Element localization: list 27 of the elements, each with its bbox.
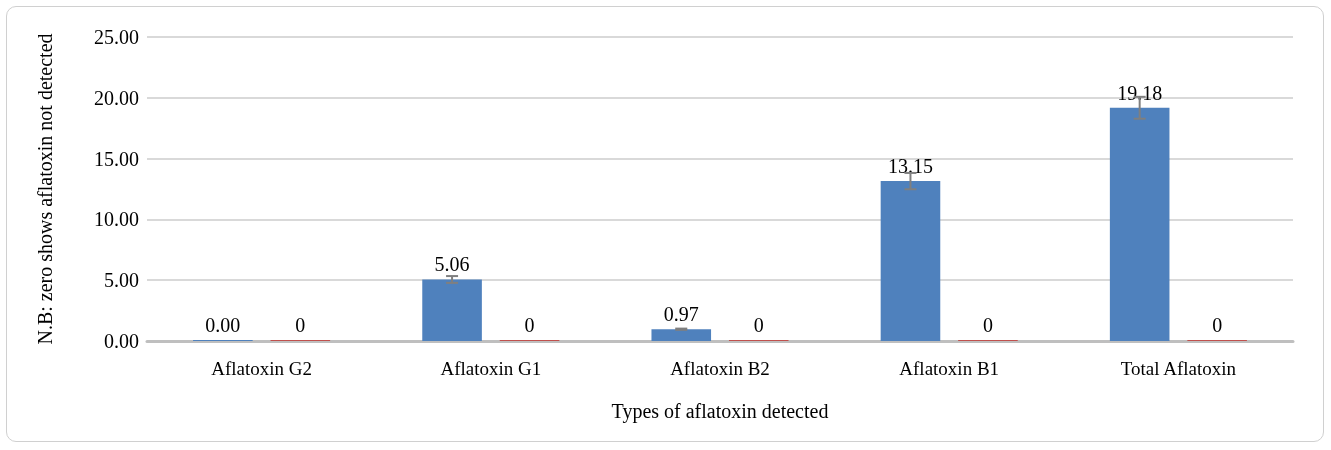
y-tick-label: 5.00: [104, 269, 139, 292]
data-label: 5.06: [434, 253, 470, 276]
bar: [422, 279, 482, 341]
data-label: 0: [524, 314, 535, 336]
y-axis-title: N.B: zero shows aflatoxin not detected: [34, 33, 56, 345]
data-label: 0.00: [205, 314, 241, 336]
data-label: 0: [753, 314, 764, 336]
data-label: 0.97: [663, 303, 699, 326]
bar: [1109, 107, 1170, 341]
x-tick-label: Aflatoxin B2: [670, 358, 770, 379]
x-axis-title: Types of aflatoxin detected: [611, 400, 829, 423]
data-label: 0: [1212, 314, 1223, 336]
y-tick-label: 0.00: [104, 330, 139, 352]
bar: [880, 181, 941, 341]
data-label: 0: [982, 314, 993, 336]
x-tick-label: Total Aflatoxin: [1120, 358, 1237, 379]
data-label: 19.18: [1117, 81, 1163, 104]
x-tick-label: Aflatoxin B1: [899, 358, 1000, 379]
y-tick-label: 10.00: [94, 208, 139, 231]
bar: [651, 329, 712, 341]
x-tick-label: Aflatoxin G2: [211, 358, 312, 379]
y-tick-label: 25.00: [94, 26, 139, 48]
x-tick-label: Aflatoxin G1: [440, 358, 542, 379]
data-label: 0: [295, 314, 306, 336]
y-tick-label: 15.00: [94, 147, 139, 170]
data-label: 13.15: [887, 155, 933, 178]
y-tick-label: 20.00: [94, 86, 139, 109]
